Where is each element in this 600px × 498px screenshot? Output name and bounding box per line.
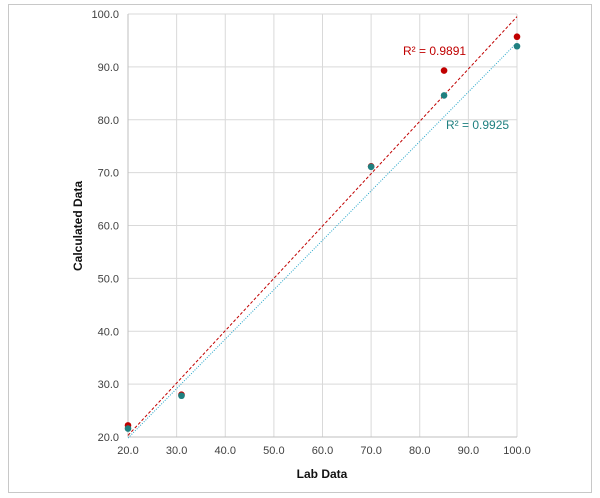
y-axis-title: Calculated Data — [71, 181, 85, 271]
y-tick-label: 80.0 — [98, 115, 119, 127]
x-tick-label: 50.0 — [263, 445, 284, 457]
trendline-series-0 — [127, 16, 518, 436]
axes — [127, 14, 517, 438]
x-tick-labels: 20.0 30.0 40.0 50.0 60.0 70.0 80.0 90.0 100.0 — [117, 445, 530, 457]
x-tick-label: 90.0 — [458, 445, 479, 457]
r2-label-red: R² = 0.9891 — [403, 44, 466, 58]
y-tick-label: 30.0 — [98, 379, 119, 391]
y-tick-label: 60.0 — [98, 221, 119, 233]
data-point-series-1 — [178, 392, 185, 400]
grid-lines — [128, 13, 518, 437]
y-tick-label: 20.0 — [98, 432, 119, 444]
x-axis-title: Lab Data — [297, 467, 348, 481]
data-point-series-1 — [367, 163, 375, 171]
x-tick-label: 100.0 — [503, 445, 531, 457]
y-tick-label: 70.0 — [98, 168, 119, 180]
trendlines — [127, 16, 518, 439]
r2-label-teal: R² = 0.9925 — [446, 118, 509, 132]
chart-frame — [8, 4, 592, 493]
x-tick-label: 40.0 — [215, 445, 236, 457]
y-tick-label: 50.0 — [98, 273, 119, 285]
data-point-series-0 — [513, 33, 521, 41]
y-tick-label: 40.0 — [98, 326, 119, 338]
x-tick-label: 20.0 — [117, 445, 138, 457]
y-tick-labels: 20.0 30.0 40.0 50.0 60.0 70.0 80.0 90.0 100.0 — [91, 9, 119, 444]
data-point-series-1 — [124, 425, 132, 432]
x-tick-label: 30.0 — [166, 445, 187, 457]
y-tick-label: 90.0 — [98, 62, 119, 74]
x-tick-label: 60.0 — [312, 445, 333, 457]
x-tick-label: 70.0 — [360, 445, 381, 457]
x-tick-label: 80.0 — [409, 445, 430, 457]
data-points — [124, 33, 521, 432]
data-point-series-1 — [440, 92, 448, 99]
data-point-series-0 — [440, 67, 448, 74]
data-point-series-1 — [513, 42, 521, 50]
y-tick-label: 100.0 — [91, 9, 119, 21]
